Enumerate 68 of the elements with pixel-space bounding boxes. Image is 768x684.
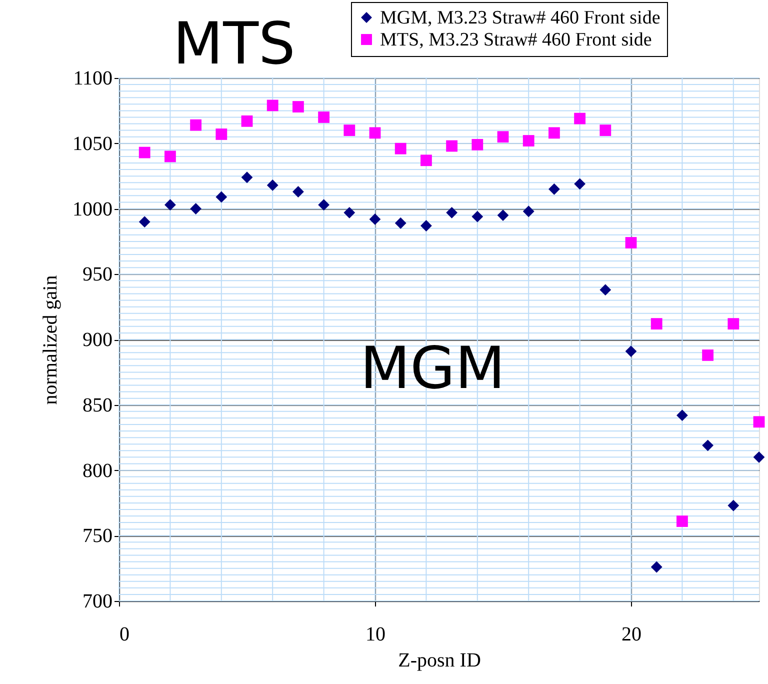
point xyxy=(625,346,637,357)
y-tick-label: 1100 xyxy=(73,68,112,90)
y-tick-label: 700 xyxy=(82,590,112,612)
point xyxy=(216,128,228,140)
point xyxy=(497,210,509,221)
point xyxy=(318,199,330,211)
point xyxy=(522,206,534,218)
point xyxy=(446,206,458,218)
point xyxy=(190,119,202,131)
point xyxy=(138,146,150,158)
point xyxy=(138,216,150,228)
point xyxy=(574,112,586,124)
point xyxy=(548,127,560,139)
point xyxy=(472,210,484,222)
point xyxy=(318,112,330,123)
y-tick-label: 950 xyxy=(82,264,112,286)
y-tick-label: 1000 xyxy=(72,198,112,220)
point xyxy=(369,127,381,139)
point xyxy=(344,206,356,218)
y-tick-label: 850 xyxy=(82,394,112,416)
point xyxy=(702,349,714,361)
x-axis-title: Z-posn ID xyxy=(398,650,481,672)
point xyxy=(676,516,688,527)
point xyxy=(600,124,612,136)
point xyxy=(446,140,458,152)
y-tick-label: 750 xyxy=(82,525,112,548)
point xyxy=(164,150,176,162)
point xyxy=(292,101,304,112)
point xyxy=(650,318,662,330)
point xyxy=(676,410,688,422)
point xyxy=(266,100,278,112)
point xyxy=(292,186,304,198)
point xyxy=(241,172,253,184)
point xyxy=(625,237,637,248)
point xyxy=(190,203,202,214)
y-tick-label: 900 xyxy=(82,329,112,351)
point xyxy=(497,131,509,143)
point xyxy=(164,199,176,211)
y-tick-label: 1050 xyxy=(72,132,112,155)
point xyxy=(241,115,253,127)
point xyxy=(574,178,586,190)
point xyxy=(753,451,765,463)
x-tick-label: 20 xyxy=(622,624,642,646)
legend-label: MTS, M3.23 Straw# 460 Front side xyxy=(380,30,652,50)
point xyxy=(753,416,765,428)
y-tick-label: 800 xyxy=(82,460,112,482)
point xyxy=(472,138,484,150)
point xyxy=(216,191,228,203)
y-axis-title: normalized gain xyxy=(40,275,62,405)
point xyxy=(548,183,560,195)
point xyxy=(600,284,612,296)
annotation: MGM xyxy=(360,334,506,402)
point xyxy=(522,135,534,146)
x-tick-label: 10 xyxy=(366,624,386,646)
point xyxy=(420,154,432,166)
point xyxy=(728,318,740,330)
text: MTS xyxy=(173,10,296,78)
point xyxy=(702,440,714,452)
point xyxy=(394,142,406,154)
point xyxy=(650,561,662,573)
point xyxy=(394,217,406,229)
point xyxy=(266,180,278,191)
point xyxy=(420,220,432,232)
x-tick-label: 0 xyxy=(120,624,130,646)
point xyxy=(369,214,381,225)
point xyxy=(728,500,740,512)
legend-label: MGM, M3.23 Straw# 460 Front side xyxy=(380,8,660,28)
point xyxy=(344,124,356,136)
